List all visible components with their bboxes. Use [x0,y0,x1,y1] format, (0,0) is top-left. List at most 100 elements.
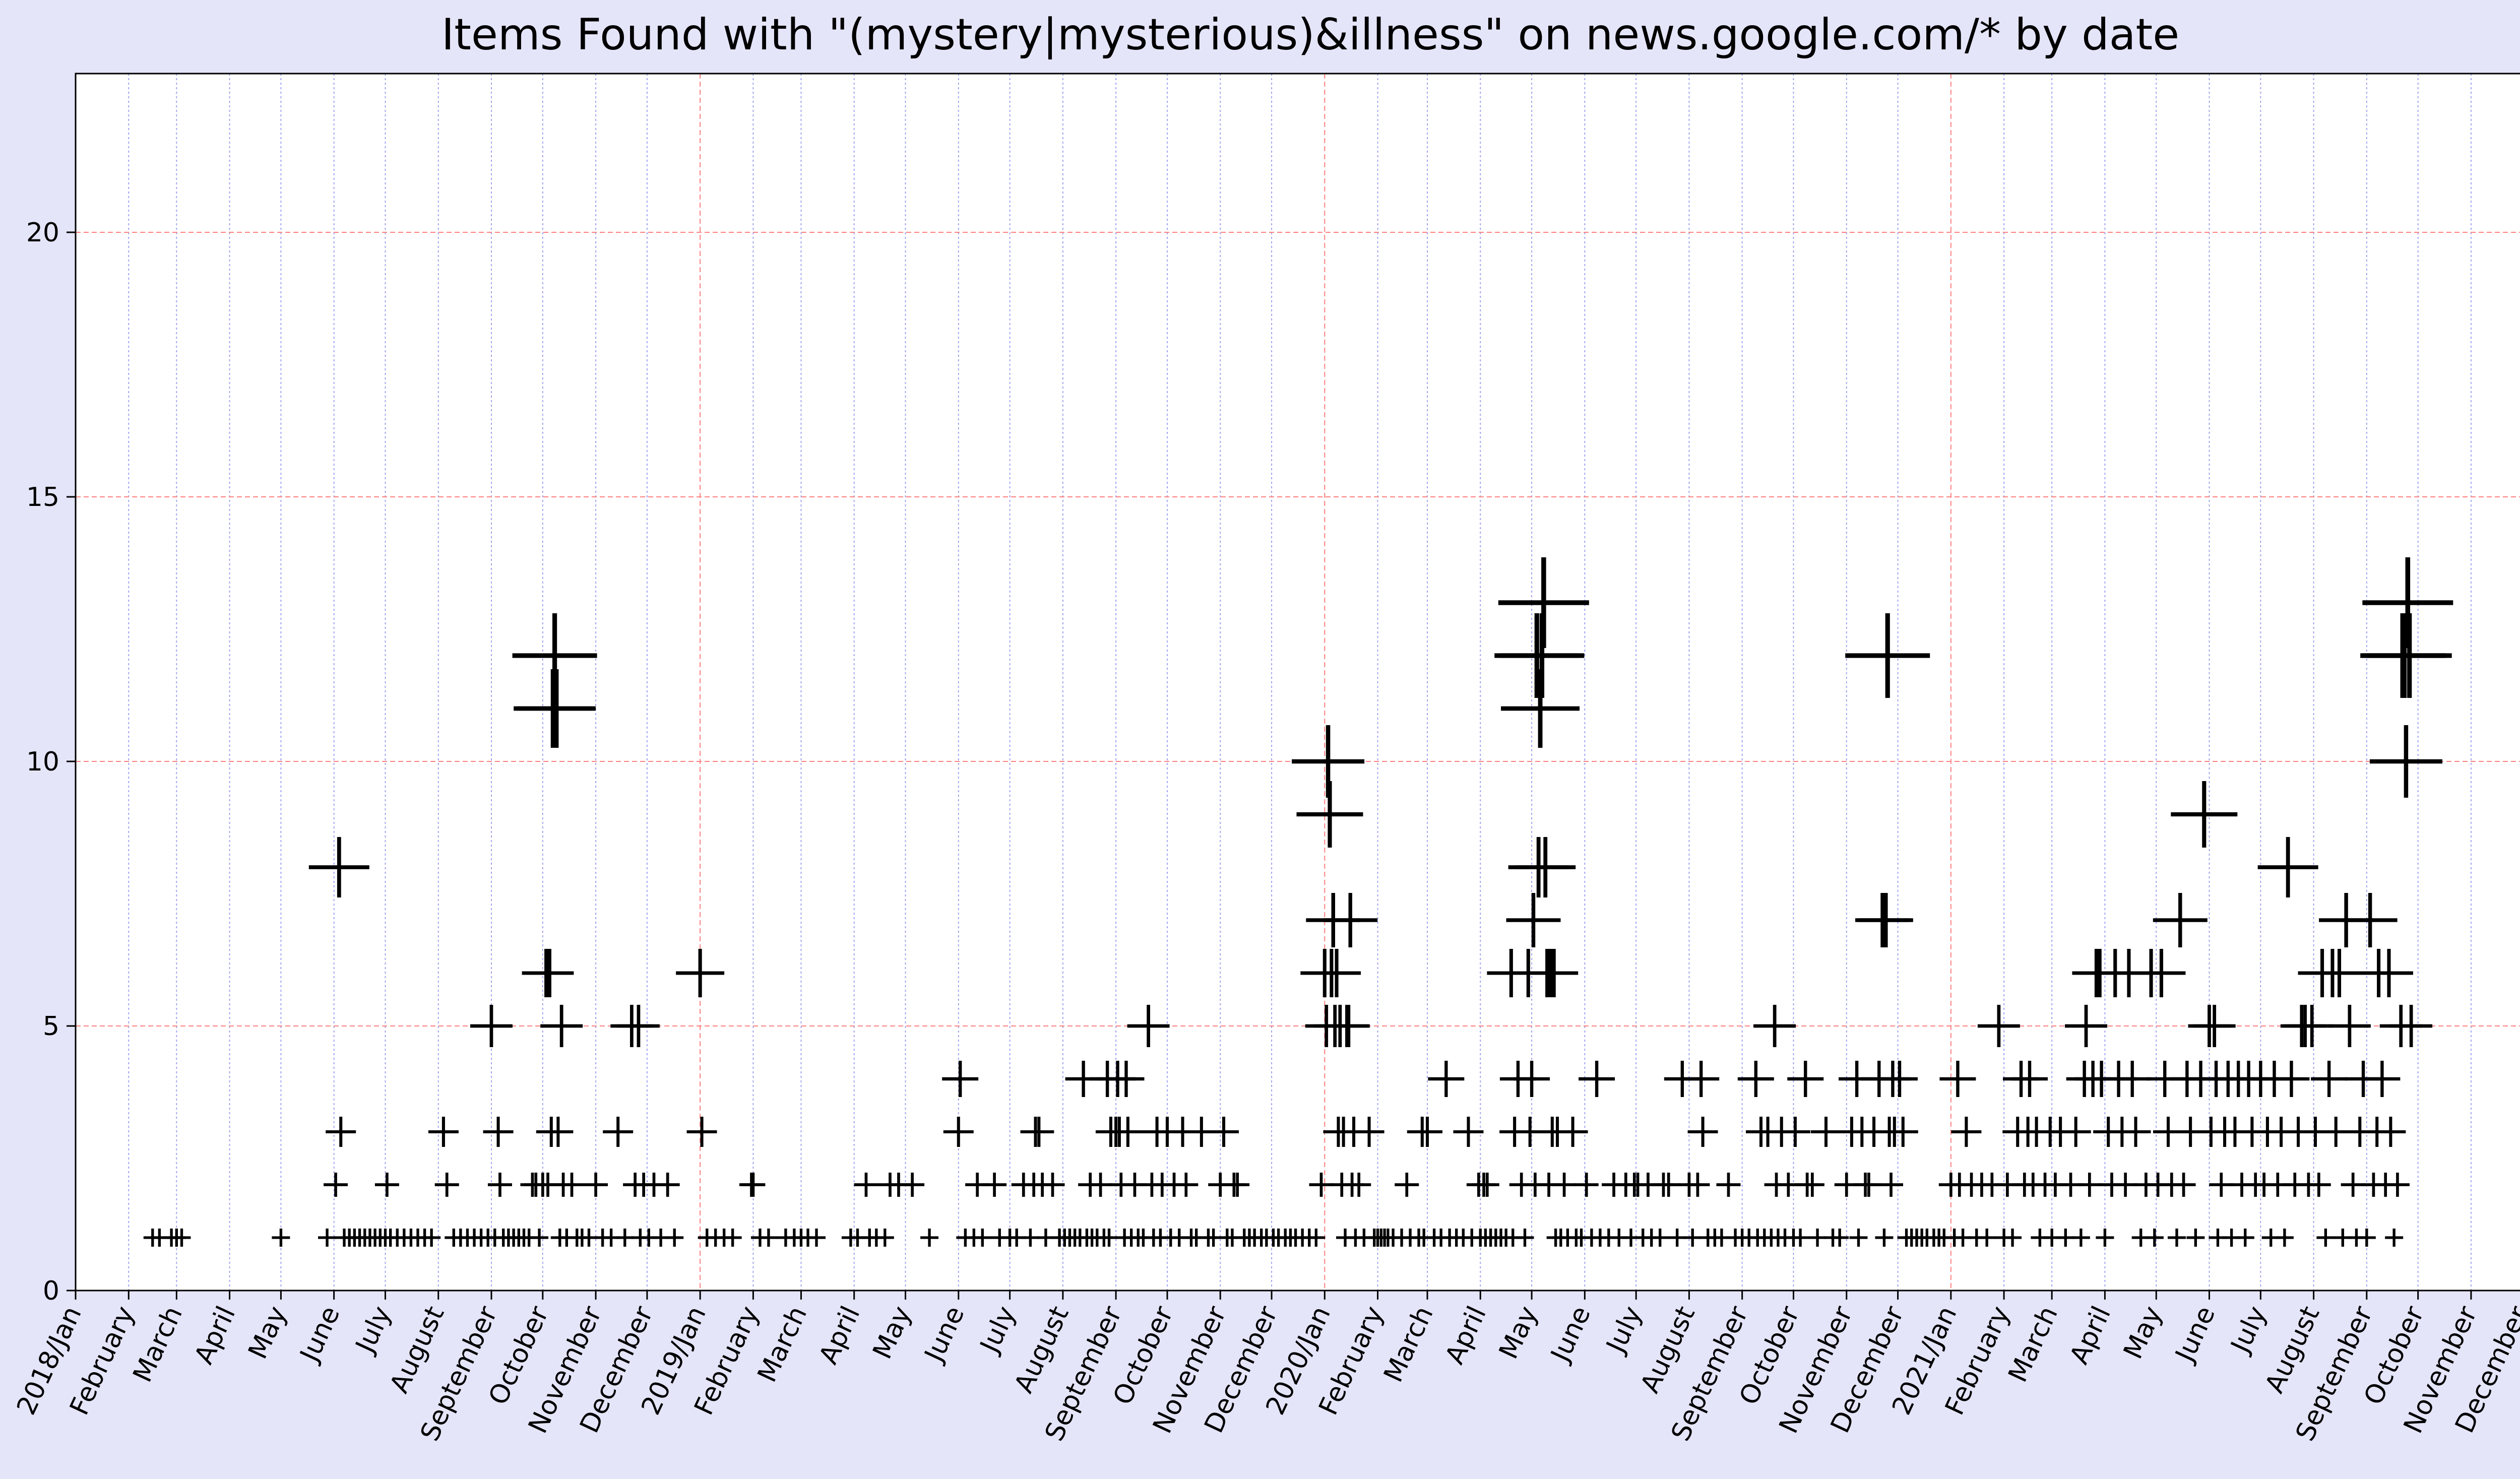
data-point [1108,1061,1145,1097]
data-point [2056,1229,2075,1247]
data-markers [143,557,2453,1247]
y-tick-label: 10 [26,747,59,777]
data-point [1498,557,1589,648]
data-point [2186,1229,2205,1247]
data-point [615,1229,634,1247]
data-point [973,1229,992,1247]
data-point [2375,1117,2406,1147]
data-point [1858,893,1913,947]
data-point [2065,1005,2108,1047]
data-point [2311,1061,2348,1097]
data-point [1040,1173,1065,1197]
plot-area [76,74,2520,1291]
data-point [603,1117,634,1147]
data-point [2367,613,2452,698]
data-point [2209,1173,2234,1197]
data-point [2316,1229,2335,1247]
data-point [1951,1117,1982,1147]
data-point [1879,1173,1904,1197]
data-point [1687,1117,1718,1147]
data-point [617,1005,660,1047]
data-point [540,1005,583,1047]
data-point [1307,1229,1326,1247]
data-point [434,1173,459,1197]
y-tick-label: 15 [26,482,59,512]
data-point [2120,1117,2151,1147]
data-point [2193,1005,2236,1047]
data-point [1716,1173,1741,1197]
data-point [2153,893,2208,947]
data-point [1579,1061,1615,1097]
data-point [1831,1229,1849,1247]
data-point [2171,1173,2196,1197]
data-point [1978,1229,1996,1247]
data-point [2328,1005,2371,1047]
data-point [172,1229,191,1247]
data-point [2273,1061,2310,1097]
data-point [1309,1173,1334,1197]
data-point [1791,1229,1810,1247]
data-point [900,1173,925,1197]
data-point [1127,1005,1170,1047]
data-point [982,1173,1007,1197]
data-point [759,1229,778,1247]
data-point [2385,1173,2410,1197]
chart-title: Items Found with "(mystery|mysterious)&i… [442,10,2179,60]
data-point [1811,1117,1842,1147]
data-point [543,1117,574,1147]
data-point [1887,1117,1918,1147]
data-point [422,1229,441,1247]
data-point [807,1229,826,1247]
data-point [1453,1117,1484,1147]
data-point [1475,1173,1499,1197]
data-point [1395,1173,1419,1197]
data-point [2291,1005,2334,1047]
data-point [1428,1061,1465,1097]
data-point [943,1117,974,1147]
data-point [2306,1173,2331,1197]
data-point [487,1173,512,1197]
data-point [1668,1229,1686,1247]
data-point [1515,837,1576,897]
data-point [875,1229,894,1247]
data-point [1174,1173,1199,1197]
data-point [2113,1173,2138,1197]
data-point [1024,1117,1054,1147]
data-point [2145,1229,2164,1247]
data-point [1506,893,1561,947]
data-point [854,1173,878,1197]
data-point [2060,1117,2091,1147]
data-point [2167,1229,2186,1247]
data-point [655,1173,680,1197]
data-point [1327,1005,1370,1047]
grid-lines [75,74,2520,1291]
data-point [1112,1117,1143,1147]
y-tick-label: 5 [43,1011,59,1042]
data-point [1516,1229,1534,1247]
data-point [2114,1061,2151,1097]
data-point [559,1173,584,1197]
data-point [584,1173,608,1197]
data-point [1808,1229,1827,1247]
data-point [2171,781,2238,848]
y-tick-label: 20 [26,218,59,248]
data-point [1557,1117,1588,1147]
data-point [374,1173,399,1197]
data-point [2003,1229,2022,1247]
data-point [308,837,369,897]
data-point [2341,1173,2365,1197]
data-point [1100,1229,1118,1247]
data-point [1225,1173,1250,1197]
data-point [483,1117,514,1147]
data-point [1881,1061,1918,1097]
data-point [1323,893,1378,947]
data-point [530,1229,549,1247]
data-point [470,1005,513,1047]
data-point [2385,1229,2404,1247]
data-point [1939,1061,1976,1097]
data-point [1021,1229,1040,1247]
data-point [272,1229,290,1247]
data-point [2137,949,2186,997]
data-point [428,1117,459,1147]
